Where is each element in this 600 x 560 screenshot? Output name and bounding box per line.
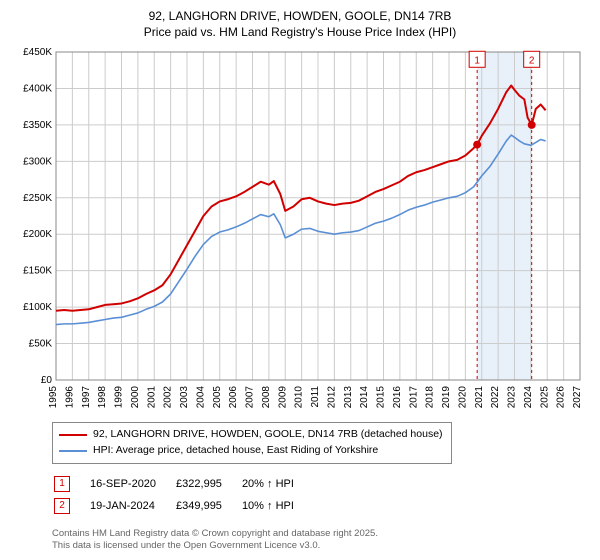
svg-text:2015: 2015 — [376, 386, 387, 409]
sale-markers-table: 1 16-SEP-2020 £322,995 20% ↑ HPI 2 19-JA… — [52, 472, 314, 518]
svg-text:£50K: £50K — [29, 339, 53, 350]
svg-text:2007: 2007 — [245, 386, 256, 409]
legend-row: HPI: Average price, detached house, East… — [59, 443, 445, 459]
sale-delta: 10% ↑ HPI — [242, 496, 312, 516]
svg-text:2017: 2017 — [408, 386, 419, 409]
svg-text:2016: 2016 — [392, 386, 403, 409]
title-block: 92, LANGHORN DRIVE, HOWDEN, GOOLE, DN14 … — [10, 8, 590, 40]
footer-line: Contains HM Land Registry data © Crown c… — [52, 528, 590, 540]
svg-text:2001: 2001 — [146, 386, 157, 409]
svg-text:£400K: £400K — [23, 84, 52, 95]
chart-container: 92, LANGHORN DRIVE, HOWDEN, GOOLE, DN14 … — [0, 0, 600, 559]
title-line-2: Price paid vs. HM Land Registry's House … — [10, 24, 590, 40]
svg-text:1999: 1999 — [114, 386, 125, 409]
table-row: 1 16-SEP-2020 £322,995 20% ↑ HPI — [54, 474, 312, 494]
svg-text:2022: 2022 — [490, 386, 501, 409]
svg-text:2014: 2014 — [359, 386, 370, 409]
svg-text:2026: 2026 — [556, 386, 567, 409]
svg-text:£100K: £100K — [23, 302, 52, 313]
svg-text:1998: 1998 — [97, 386, 108, 409]
svg-text:2005: 2005 — [212, 386, 223, 409]
marker-badge: 1 — [54, 476, 70, 492]
svg-text:2024: 2024 — [523, 386, 534, 409]
svg-text:2003: 2003 — [179, 386, 190, 409]
legend-row: 92, LANGHORN DRIVE, HOWDEN, GOOLE, DN14 … — [59, 427, 445, 443]
table-row: 2 19-JAN-2024 £349,995 10% ↑ HPI — [54, 496, 312, 516]
svg-text:2012: 2012 — [326, 386, 337, 409]
sale-price: £322,995 — [176, 474, 240, 494]
sale-delta: 20% ↑ HPI — [242, 474, 312, 494]
svg-text:2000: 2000 — [130, 386, 141, 409]
svg-text:2: 2 — [529, 56, 535, 67]
svg-text:2025: 2025 — [539, 386, 550, 409]
chart-area: £0 £50K £100K £150K £200K £250K £300K £350K £400… — [10, 46, 590, 416]
marker-badge: 2 — [54, 498, 70, 514]
sale-date: 16-SEP-2020 — [90, 474, 174, 494]
svg-text:1: 1 — [474, 56, 480, 67]
svg-text:1995: 1995 — [48, 386, 59, 409]
svg-text:£0: £0 — [41, 375, 53, 386]
svg-text:2027: 2027 — [572, 386, 583, 409]
svg-text:£350K: £350K — [23, 120, 52, 131]
sale-date: 19-JAN-2024 — [90, 496, 174, 516]
legend-label: 92, LANGHORN DRIVE, HOWDEN, GOOLE, DN14 … — [93, 427, 443, 443]
svg-text:2023: 2023 — [507, 386, 518, 409]
svg-text:1996: 1996 — [64, 386, 75, 409]
svg-text:£150K: £150K — [23, 266, 52, 277]
svg-text:2011: 2011 — [310, 386, 321, 408]
title-line-1: 92, LANGHORN DRIVE, HOWDEN, GOOLE, DN14 … — [10, 8, 590, 24]
svg-text:2009: 2009 — [277, 386, 288, 409]
footer-line: This data is licensed under the Open Gov… — [52, 540, 590, 552]
svg-text:£200K: £200K — [23, 230, 52, 241]
svg-text:£450K: £450K — [23, 47, 52, 58]
svg-text:2006: 2006 — [228, 386, 239, 409]
svg-text:2021: 2021 — [474, 386, 485, 409]
legend-swatch — [59, 434, 87, 436]
footer-attribution: Contains HM Land Registry data © Crown c… — [52, 528, 590, 553]
sale-price: £349,995 — [176, 496, 240, 516]
legend-swatch — [59, 450, 87, 452]
svg-text:2020: 2020 — [457, 386, 468, 409]
svg-text:2019: 2019 — [441, 386, 452, 409]
svg-text:2008: 2008 — [261, 386, 272, 409]
legend-label: HPI: Average price, detached house, East… — [93, 443, 378, 459]
svg-text:2013: 2013 — [343, 386, 354, 409]
svg-text:2010: 2010 — [294, 386, 305, 409]
legend: 92, LANGHORN DRIVE, HOWDEN, GOOLE, DN14 … — [52, 422, 452, 464]
svg-text:£250K: £250K — [23, 193, 52, 204]
svg-text:2018: 2018 — [425, 386, 436, 409]
svg-text:£300K: £300K — [23, 157, 52, 168]
svg-text:2002: 2002 — [163, 386, 174, 409]
line-chart-svg: £0 £50K £100K £150K £200K £250K £300K £350K £400… — [10, 46, 590, 416]
svg-text:2004: 2004 — [195, 386, 206, 409]
svg-text:1997: 1997 — [81, 386, 92, 409]
